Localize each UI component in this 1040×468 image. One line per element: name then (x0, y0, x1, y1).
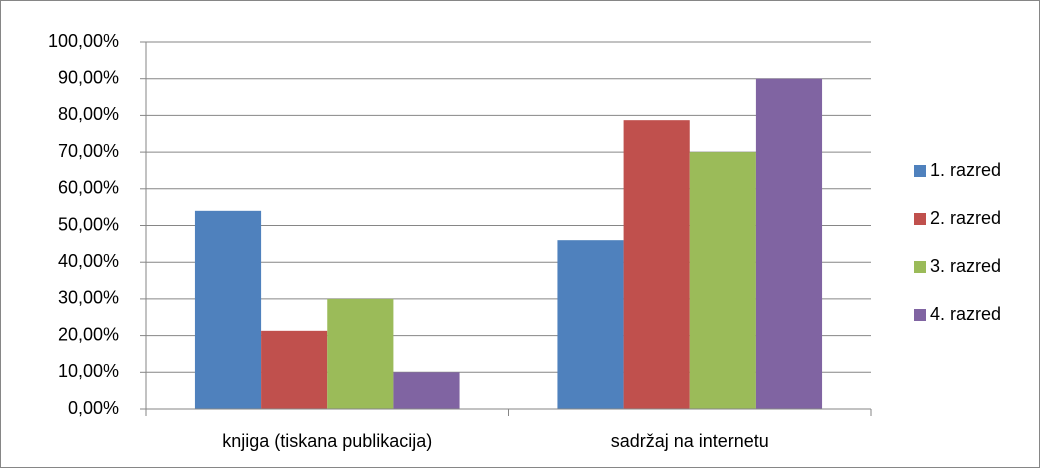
bar (393, 372, 460, 409)
legend-label: 1. razred (930, 160, 1001, 180)
legend-label: 3. razred (930, 256, 1001, 276)
y-tick-label: 100,00% (48, 31, 119, 51)
y-tick-label: 90,00% (58, 67, 119, 87)
y-tick-label: 10,00% (58, 361, 119, 381)
y-tick-label: 70,00% (58, 141, 119, 161)
bar (755, 78, 823, 409)
y-tick-label: 0,00% (68, 398, 119, 418)
legend-label: 4. razred (930, 304, 1001, 324)
y-tick-label: 60,00% (58, 178, 119, 198)
legend-label: 2. razred (930, 208, 1001, 228)
x-tick-label: knjiga (tiskana publikacija) (222, 431, 432, 451)
legend-swatch (914, 309, 926, 321)
bar (623, 120, 690, 410)
y-tick-label: 80,00% (58, 104, 119, 124)
legend-swatch (914, 213, 926, 225)
bar (261, 330, 328, 409)
legend-swatch (914, 261, 926, 273)
y-tick-label: 50,00% (58, 214, 119, 234)
bar (689, 152, 756, 409)
x-tick-label: sadržaj na internetu (611, 431, 769, 451)
y-tick-label: 20,00% (58, 324, 119, 344)
bar (194, 210, 262, 409)
y-tick-label: 30,00% (58, 288, 119, 308)
legend-swatch (914, 165, 926, 177)
bar (557, 240, 624, 409)
bar (327, 298, 394, 409)
y-tick-label: 40,00% (58, 251, 119, 271)
